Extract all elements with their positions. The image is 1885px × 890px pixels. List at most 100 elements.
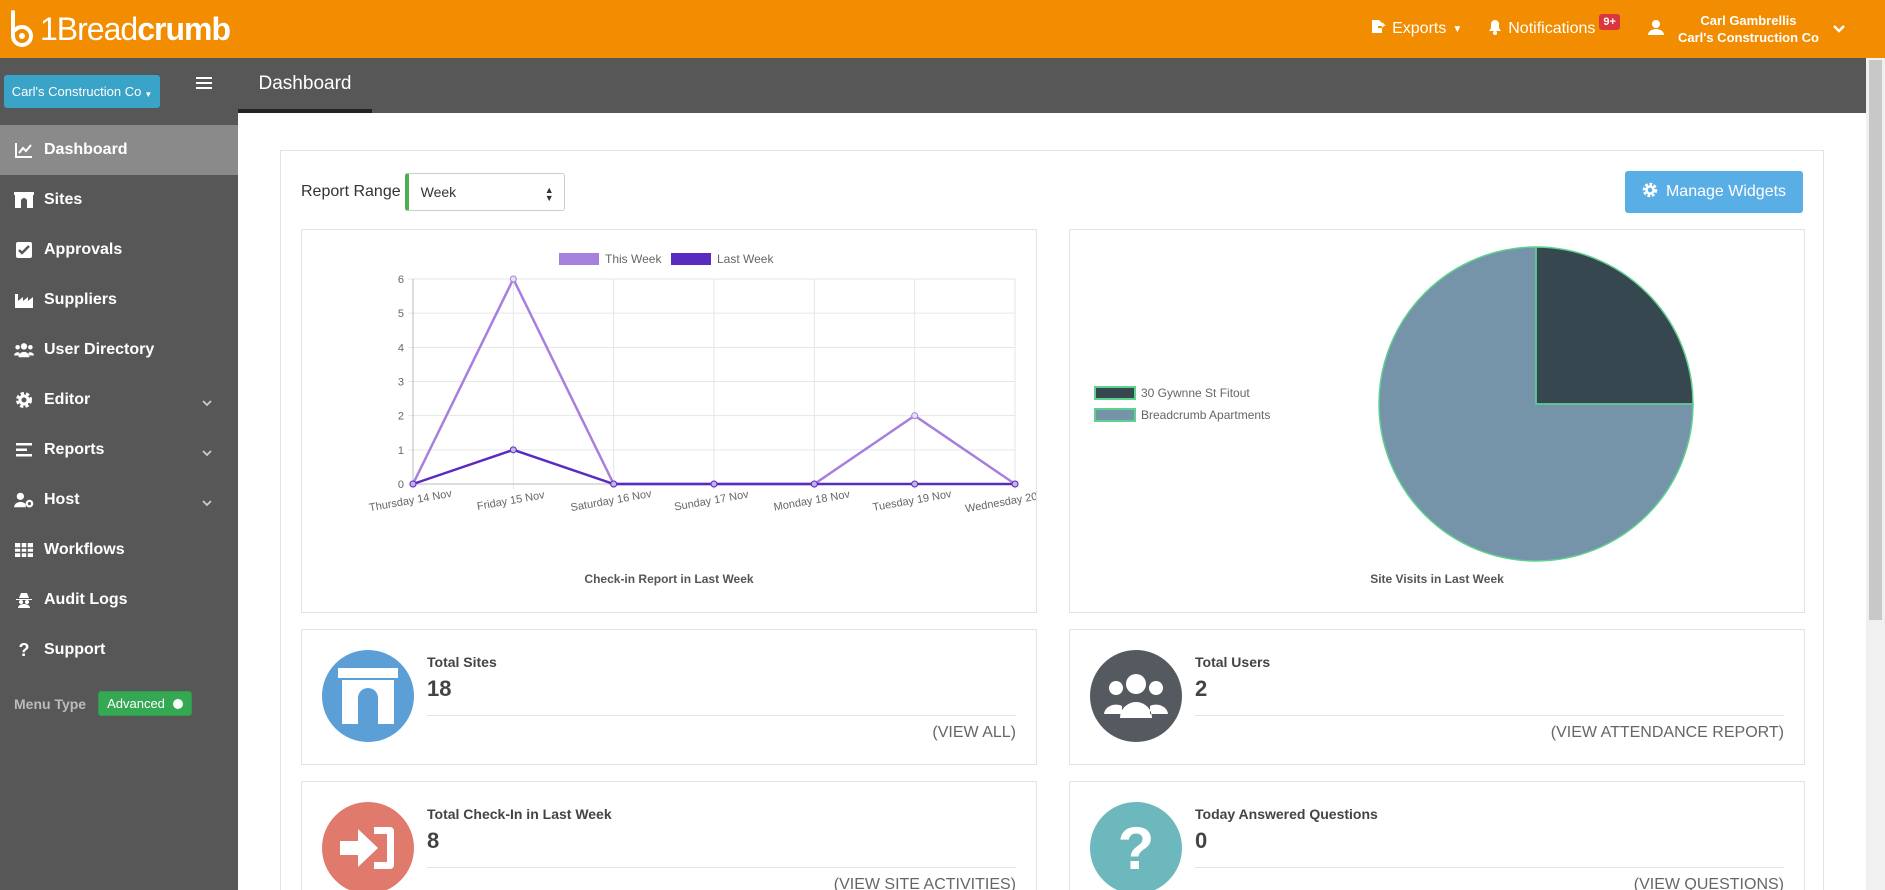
- users-icon: [14, 341, 34, 359]
- logo-prefix: 1: [40, 10, 58, 47]
- sidebar-item-label: Suppliers: [44, 291, 117, 308]
- sidebar-item-label: Audit Logs: [44, 591, 128, 608]
- user-secret-icon: [14, 591, 34, 609]
- sidebar-item-label: Sites: [44, 191, 83, 208]
- caret-down-icon: ▼: [1452, 23, 1463, 35]
- sidebar-item-user-directory[interactable]: User Directory: [0, 325, 238, 375]
- stat-title: Total Check-In in Last Week: [427, 806, 612, 822]
- stat-value: 18: [427, 676, 452, 701]
- chart-line-icon: [14, 141, 34, 159]
- notifications-label: Notifications: [1508, 20, 1596, 37]
- chart-title: Site Visits in Last Week: [1370, 572, 1504, 586]
- stat-value: 0: [1195, 828, 1208, 853]
- archway-icon: [322, 650, 414, 742]
- x-tick-label: Tuesday 19 Nov: [872, 488, 953, 514]
- x-tick-label: Monday 18 Nov: [773, 488, 851, 513]
- page-scrollbar[interactable]: [1866, 58, 1885, 890]
- notifications-menu[interactable]: Notifications 9+: [1488, 14, 1622, 40]
- sidebar-item-dashboard[interactable]: Dashboard: [0, 125, 238, 175]
- report-range-select[interactable]: Week ▲ ▼: [404, 173, 565, 211]
- legend-swatch: [1094, 408, 1136, 422]
- site-visits-chart-card: 30 Gywnne St Fitout Breadcrumb Apartments…: [1069, 229, 1805, 613]
- sort-arrows-icon: ▲ ▼: [544, 185, 554, 203]
- divider: [427, 715, 1016, 716]
- sidebar-item-workflows[interactable]: Workflows: [0, 525, 238, 575]
- sidebar-item-suppliers[interactable]: Suppliers: [0, 275, 238, 325]
- view-questions-link[interactable]: (VIEW QUESTIONS): [1633, 876, 1784, 890]
- manage-widgets-label: Manage Widgets: [1665, 183, 1787, 200]
- stat-value: 2: [1195, 676, 1208, 701]
- scrollbar-thumb[interactable]: [1869, 60, 1882, 620]
- stat-title: Total Sites: [427, 654, 497, 670]
- sidebar-nav: Dashboard Sites Approvals Suppliers User…: [0, 125, 238, 675]
- total-users-card: Total Users 2 (VIEW ATTENDANCE REPORT): [1069, 629, 1805, 765]
- sidebar-item-reports[interactable]: Reports: [0, 425, 238, 475]
- data-point: [911, 480, 919, 488]
- company-select-button[interactable]: Carl's Construction Co ▼: [4, 75, 160, 108]
- x-tick-label: Wednesday 20 Nov: [964, 487, 1036, 516]
- question-icon: ?: [18, 639, 30, 660]
- y-tick-label: 6: [398, 274, 404, 286]
- manage-widgets-button[interactable]: Manage Widgets: [1625, 171, 1803, 213]
- notifications-badge: 9+: [1599, 14, 1620, 30]
- bell-icon: [1488, 19, 1502, 40]
- sidebar-item-audit-logs[interactable]: Audit Logs: [0, 575, 238, 625]
- chart-title: Check-in Report in Last Week: [584, 572, 754, 586]
- report-range-label: Report Range: [301, 183, 401, 200]
- y-tick-label: 2: [398, 411, 404, 423]
- sidebar: Carl's Construction Co ▼ Dashboard Sites…: [0, 58, 238, 890]
- user-company: Carl's Construction Co: [1677, 30, 1819, 45]
- y-tick-label: 3: [398, 377, 404, 389]
- users-icon: [1090, 650, 1182, 742]
- sidebar-item-support[interactable]: ? Support: [0, 625, 238, 675]
- sidebar-item-editor[interactable]: Editor: [0, 375, 238, 425]
- tab-label: Dashboard: [258, 72, 352, 94]
- sidebar-item-host[interactable]: Host: [0, 475, 238, 525]
- table-icon: [14, 541, 34, 559]
- site-visits-pie-chart: 30 Gywnne St Fitout Breadcrumb Apartments: [1094, 246, 1694, 562]
- exports-menu[interactable]: Exports ▼: [1370, 19, 1462, 40]
- menu-type-toggle[interactable]: Advanced: [98, 691, 192, 716]
- dashboard-panel: Report Range Week ▲ ▼ Manage Widgets 0 1 2 3…: [280, 150, 1824, 890]
- exports-label: Exports: [1392, 20, 1447, 37]
- app-name: 1Breadcrumb: [40, 10, 231, 48]
- data-point: [911, 412, 919, 420]
- checkin-line-chart: 0 1 2 3 4 5 6 Thursday 14 Nov Friday 15 Nov Satur…: [368, 252, 1061, 516]
- sidebar-item-label: Approvals: [44, 241, 123, 258]
- divider: [427, 867, 1016, 868]
- sidebar-item-label: Workflows: [44, 541, 125, 558]
- report-range: Report Range Week ▲ ▼: [301, 173, 565, 211]
- list-icon: [14, 441, 34, 459]
- user-names: Carl Gambrellis Carl's Construction Co: [1678, 12, 1819, 46]
- chevron-down-icon: [202, 494, 212, 512]
- tab-dashboard[interactable]: Dashboard: [238, 58, 372, 113]
- data-point: [409, 480, 417, 488]
- user-icon: [1647, 19, 1664, 40]
- view-attendance-report-link[interactable]: (VIEW ATTENDANCE REPORT): [1550, 724, 1784, 741]
- sidebar-item-label: User Directory: [44, 341, 155, 358]
- app-logo[interactable]: 1Breadcrumb: [4, 6, 231, 52]
- data-point: [509, 446, 517, 454]
- top-nav: Exports ▼ Notifications 9+ Carl Gambrell…: [1370, 0, 1845, 58]
- sidebar-item-label: Editor: [44, 391, 91, 408]
- breadcrumb-logo-icon: [4, 9, 34, 49]
- legend-label: This Week: [605, 252, 662, 266]
- user-menu[interactable]: Carl Gambrellis Carl's Construction Co: [1647, 12, 1845, 46]
- toggle-knob: [172, 698, 183, 709]
- y-tick-label: 4: [398, 342, 404, 354]
- industry-icon: [14, 291, 34, 309]
- sidebar-item-sites[interactable]: Sites: [0, 175, 238, 225]
- chevron-down-icon: [202, 444, 212, 462]
- hamburger-menu-icon[interactable]: [196, 77, 212, 91]
- view-all-link[interactable]: (VIEW ALL): [932, 724, 1016, 741]
- y-tick-label: 5: [398, 308, 404, 320]
- y-tick-label: 1: [398, 445, 404, 457]
- menu-type: Menu Type Advanced: [14, 691, 192, 716]
- sidebar-item-approvals[interactable]: Approvals: [0, 225, 238, 275]
- pie-slice: [1378, 246, 1694, 562]
- total-sites-card: Total Sites 18 (VIEW ALL): [301, 629, 1037, 765]
- legend-label: Breadcrumb Apartments: [1141, 408, 1270, 422]
- main-content: Report Range Week ▲ ▼ Manage Widgets 0 1 2 3…: [238, 113, 1866, 890]
- legend-label: 30 Gywnne St Fitout: [1141, 386, 1250, 400]
- view-site-activities-link[interactable]: (VIEW SITE ACTIVITIES): [833, 876, 1016, 890]
